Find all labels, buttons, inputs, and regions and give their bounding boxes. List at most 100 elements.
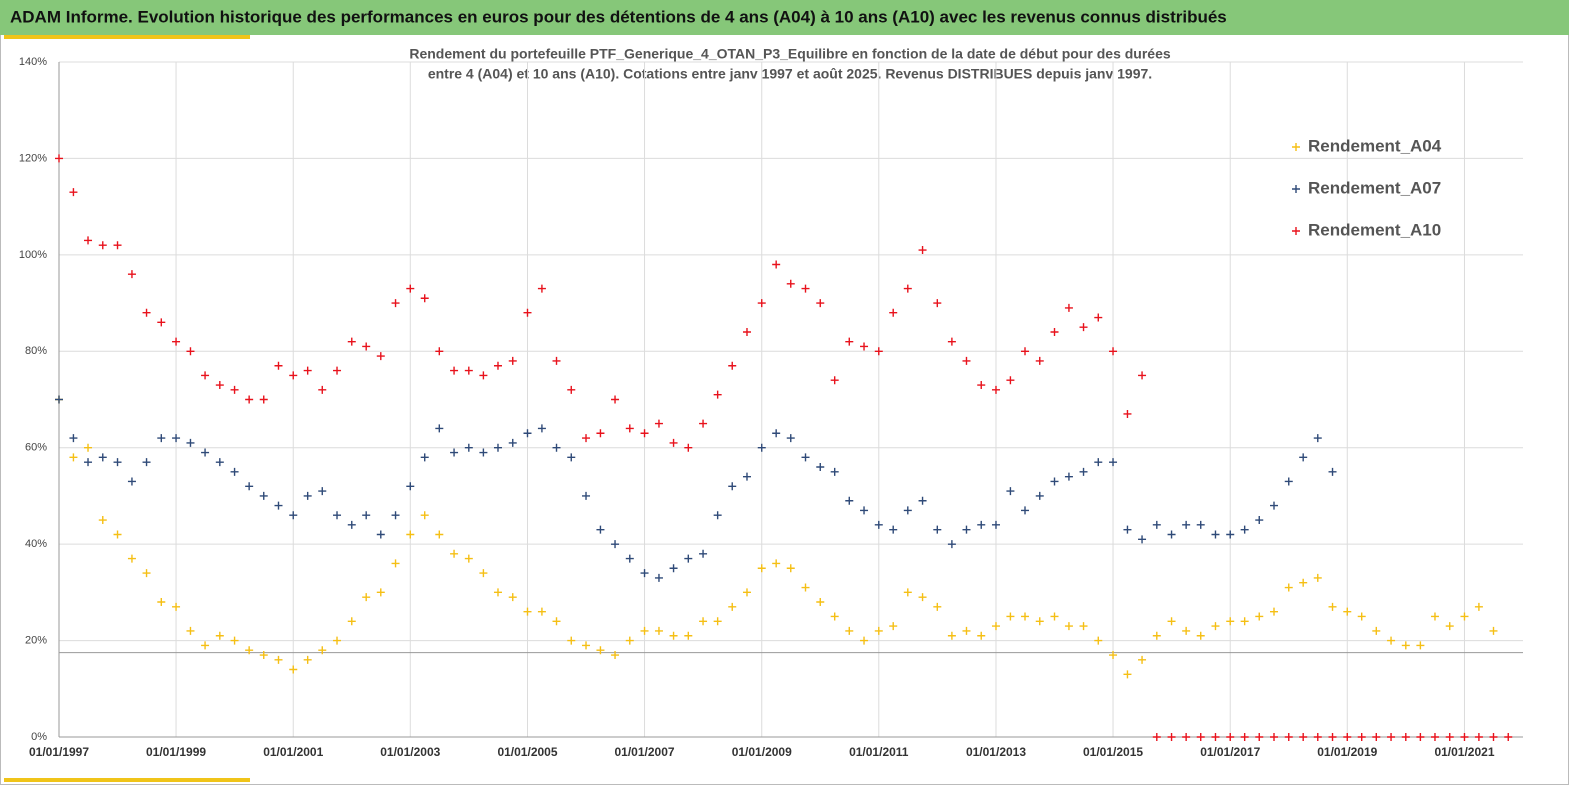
point	[508, 438, 517, 447]
point	[333, 366, 342, 375]
x-tick-label: 01/01/2017	[1200, 745, 1260, 759]
point	[157, 318, 166, 327]
x-tick-label: 01/01/2007	[615, 745, 675, 759]
point	[786, 279, 795, 288]
point	[816, 463, 825, 471]
chart-title: Rendement du portefeuille PTF_Generique_…	[409, 46, 1171, 62]
point	[1050, 477, 1059, 486]
point	[172, 602, 181, 611]
point	[611, 540, 620, 549]
point	[230, 385, 239, 394]
point	[947, 540, 956, 549]
point	[1152, 520, 1161, 529]
point	[508, 356, 517, 365]
point	[259, 651, 268, 660]
point	[1211, 622, 1220, 631]
point	[728, 482, 737, 491]
point	[1167, 617, 1176, 626]
point	[245, 646, 254, 655]
point	[742, 588, 751, 597]
point	[537, 424, 546, 433]
point	[699, 419, 708, 428]
x-tick-label: 01/01/2005	[497, 745, 557, 759]
point	[933, 602, 942, 611]
point	[1445, 622, 1454, 631]
point	[669, 631, 678, 640]
point	[1226, 733, 1235, 741]
point	[1021, 506, 1030, 515]
point	[537, 284, 546, 293]
point	[1035, 491, 1044, 500]
point	[640, 626, 649, 635]
accent-bottom	[4, 778, 250, 782]
point	[69, 453, 78, 462]
point	[406, 284, 415, 293]
point	[1211, 530, 1220, 539]
point	[1489, 626, 1498, 635]
point	[1006, 612, 1015, 621]
point	[523, 429, 532, 438]
point	[464, 443, 473, 452]
point	[860, 506, 869, 515]
point	[1401, 641, 1410, 650]
point	[654, 626, 663, 635]
point	[860, 342, 869, 351]
point	[303, 491, 312, 500]
point	[1064, 303, 1073, 312]
point	[552, 443, 561, 452]
point	[991, 520, 1000, 529]
point	[318, 385, 327, 394]
point	[640, 429, 649, 438]
point	[376, 530, 385, 539]
point	[567, 385, 576, 394]
point	[1416, 733, 1425, 741]
point	[1357, 612, 1366, 621]
point	[127, 270, 136, 279]
point	[962, 525, 971, 534]
point	[391, 511, 400, 520]
point	[918, 593, 927, 602]
point	[157, 598, 166, 606]
banner-title: ADAM Informe. Evolution historique des p…	[10, 7, 1227, 26]
point	[303, 366, 312, 375]
point	[391, 559, 400, 568]
x-tick-label: 01/01/1999	[146, 745, 206, 759]
x-tick-label: 01/01/2013	[966, 745, 1026, 759]
point	[523, 607, 532, 616]
point	[1167, 530, 1176, 539]
point	[889, 525, 898, 534]
y-tick-label: 120%	[19, 152, 47, 164]
point	[1138, 655, 1147, 664]
point	[84, 236, 93, 245]
banner	[0, 0, 1569, 35]
point	[420, 453, 429, 462]
point	[1109, 651, 1118, 660]
point	[259, 491, 268, 500]
point	[1226, 530, 1235, 539]
point	[713, 390, 722, 399]
point	[333, 511, 342, 520]
point	[245, 395, 254, 404]
point	[201, 641, 210, 650]
point	[625, 424, 634, 433]
point	[142, 308, 151, 317]
point	[1006, 376, 1015, 385]
point	[347, 520, 356, 529]
point	[772, 260, 781, 269]
point	[1372, 626, 1381, 635]
point	[1006, 487, 1015, 496]
point	[493, 443, 502, 452]
point	[1299, 578, 1308, 587]
point	[699, 549, 708, 558]
point	[1430, 733, 1439, 741]
point	[1255, 516, 1264, 525]
point	[1079, 323, 1088, 332]
point	[1504, 733, 1513, 741]
point	[450, 549, 459, 558]
point	[1284, 733, 1293, 741]
accent-top	[4, 35, 250, 39]
point	[669, 564, 678, 573]
point	[186, 347, 195, 356]
point	[1460, 612, 1469, 621]
point	[1138, 371, 1147, 380]
